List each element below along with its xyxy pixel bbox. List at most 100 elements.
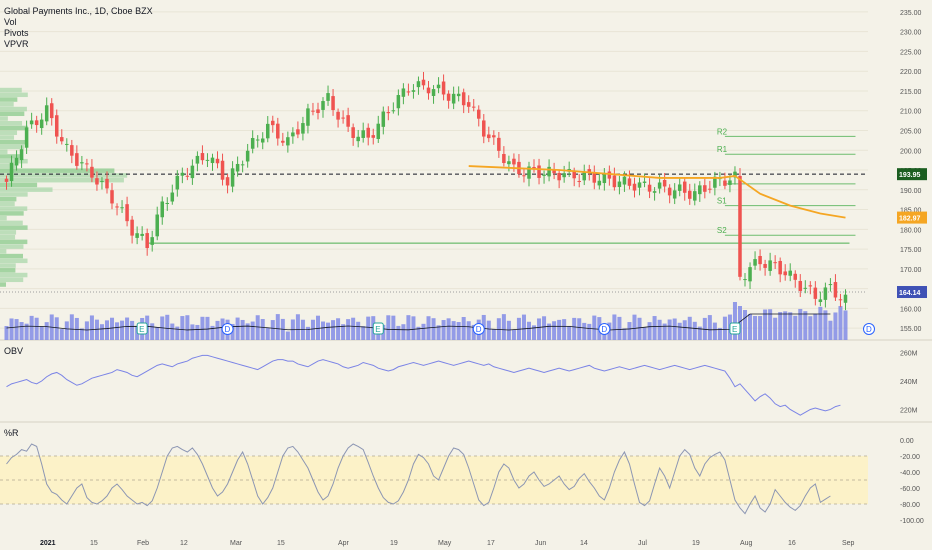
volume-bar (99, 324, 104, 340)
volume-bar (175, 326, 180, 340)
volume-bar (717, 327, 722, 340)
candle-body (29, 120, 34, 125)
dividend-marker-label: D (601, 325, 607, 334)
candle-body (200, 153, 205, 161)
volume-bar (567, 325, 572, 340)
candle-body (341, 117, 345, 119)
candle-body (105, 178, 109, 189)
vpvr-bar (0, 163, 17, 169)
candle-body (698, 185, 702, 195)
volume-bar (366, 316, 371, 340)
earnings-marker-label: E (375, 325, 380, 334)
legend-volume[interactable]: Vol (4, 17, 17, 27)
volume-bar (315, 315, 320, 340)
candle-body (60, 137, 64, 142)
vpvr-bar (0, 206, 28, 211)
volume-bar (190, 324, 195, 340)
wr-axis-label: -40.00 (900, 470, 920, 477)
volume-bar (120, 320, 125, 340)
candle-body (808, 285, 813, 287)
price-axis-label: 160.00 (900, 306, 922, 313)
volume-bar (130, 320, 135, 340)
volume-bar (758, 316, 763, 340)
volume-bar (732, 302, 737, 340)
volume-bar (622, 328, 627, 340)
candle-body (522, 175, 526, 177)
volume-bar (386, 315, 391, 340)
candle-body (803, 287, 808, 289)
candle-body (617, 181, 622, 188)
candle-body (557, 173, 561, 181)
volume-bar (657, 319, 662, 340)
candle-body (301, 123, 305, 134)
candle-body (416, 81, 421, 88)
volume-bar (662, 323, 667, 340)
volume-bar (511, 329, 516, 340)
candle-body (592, 171, 597, 183)
candle-body (622, 176, 627, 185)
volume-bar (305, 326, 310, 340)
volume-bar (39, 326, 44, 340)
obv-pane-label[interactable]: OBV (4, 346, 24, 356)
dividend-marker (472, 323, 485, 335)
earnings-marker (372, 322, 384, 335)
time-axis-label: Aug (740, 540, 753, 547)
volume-bar (185, 315, 190, 340)
volume-bar (682, 320, 687, 340)
vpvr-bar (0, 230, 17, 235)
legend-symbol[interactable]: Global Payments Inc., 1D, Cboe BZX (4, 6, 153, 16)
volume-bar (647, 322, 652, 340)
candle-body (682, 181, 687, 193)
candle-body (552, 169, 556, 174)
volume-bar (456, 322, 461, 340)
volume-bar (582, 322, 587, 340)
volume-bar (838, 306, 843, 340)
volume-bar (451, 321, 456, 340)
volume-bar (406, 315, 411, 340)
obv-axis-label: 260M (900, 351, 918, 358)
volume-bar (521, 314, 526, 340)
candle-body (497, 137, 501, 151)
volume-bar (69, 314, 74, 340)
volume-bar (431, 318, 436, 340)
volume-bar (793, 315, 798, 340)
candle-body (527, 166, 531, 179)
volume-bar (215, 320, 220, 340)
volume-bar (260, 319, 265, 340)
candle-body (361, 130, 365, 138)
volume-bar (165, 314, 170, 340)
wr-pane-label[interactable]: %R (4, 428, 19, 438)
legend-pivots[interactable]: Pivots (4, 28, 29, 38)
volume-bar (44, 322, 49, 340)
volume-bar (94, 319, 99, 340)
volume-bar (205, 316, 210, 340)
time-axis-label: Feb (137, 540, 149, 547)
candle-body (778, 260, 782, 275)
candle-body (225, 177, 230, 186)
candle-body (562, 173, 566, 178)
candle-body (471, 106, 476, 108)
vpvr-bar (0, 102, 14, 107)
candle-body (326, 93, 330, 101)
candle-body (4, 178, 9, 182)
volume-bar (773, 317, 778, 340)
candle-body (376, 123, 381, 139)
volume-bar (321, 321, 326, 340)
candle-body (703, 185, 707, 192)
volume-bar (310, 319, 315, 340)
volume-bar (250, 321, 255, 340)
volume-bar (4, 326, 9, 340)
candle-body (602, 172, 607, 184)
volume-bar (587, 323, 592, 340)
candle-body (677, 184, 682, 191)
pivot-label: R1 (717, 145, 728, 154)
candle-body (39, 119, 44, 129)
legend-vpvr[interactable]: VPVR (4, 39, 29, 49)
candle-body (587, 169, 592, 173)
candle-body (24, 127, 29, 148)
candle-body (451, 93, 456, 104)
volume-bar (401, 324, 406, 340)
price-axis-label: 225.00 (900, 49, 922, 56)
vpvr-bar (0, 225, 28, 230)
